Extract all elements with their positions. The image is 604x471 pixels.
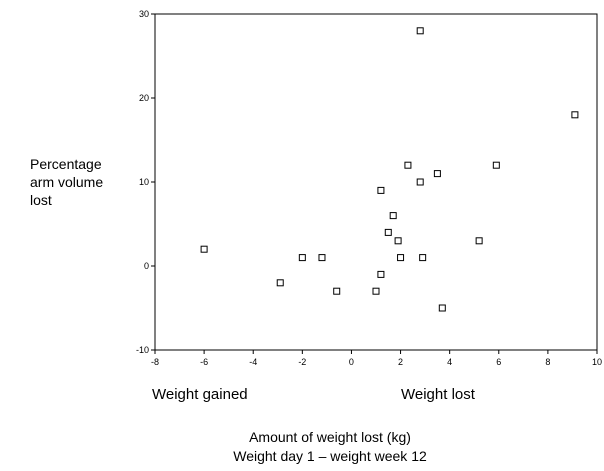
x-tick-label: 6: [496, 357, 501, 367]
data-point: [298, 254, 306, 262]
data-point: [394, 237, 402, 245]
data-point: [475, 237, 483, 245]
x-axis-label-line-2: Weight day 1 – weight week 12: [233, 448, 427, 464]
data-point: [372, 287, 380, 295]
y-tick-label: 20: [139, 93, 149, 103]
data-point: [419, 254, 427, 262]
y-axis-label-line-1: Percentage: [30, 156, 102, 172]
x-tick-label: -6: [200, 357, 208, 367]
x-tick-label: 10: [592, 357, 602, 367]
x-axis-ticks: -8 -6 -4 -2 0 2 4 6 8 10: [151, 350, 602, 367]
data-point: [416, 178, 424, 186]
plot-area: [154, 13, 598, 351]
data-point: [276, 279, 284, 287]
y-axis-label-line-3: lost: [30, 192, 52, 208]
y-tick-label: -10: [136, 345, 149, 355]
x-axis-label: Amount of weight lost (kg) Weight day 1 …: [180, 428, 480, 466]
data-point: [389, 212, 397, 220]
data-point: [416, 27, 424, 35]
x-tick-label: -2: [298, 357, 306, 367]
data-point: [377, 270, 385, 278]
y-axis-ticks: -10 0 10 20 30: [136, 9, 155, 355]
x-axis-label-line-1: Amount of weight lost (kg): [249, 429, 411, 445]
y-tick-label: 30: [139, 9, 149, 19]
data-point: [438, 304, 446, 312]
x-tick-label: 0: [349, 357, 354, 367]
data-point: [318, 254, 326, 262]
x-tick-label: -8: [151, 357, 159, 367]
data-point: [397, 254, 405, 262]
data-point: [433, 170, 441, 178]
x-tick-label: 2: [398, 357, 403, 367]
data-point: [377, 186, 385, 194]
data-point: [200, 245, 208, 253]
y-axis-label: Percentage arm volume lost: [30, 155, 140, 209]
y-tick-label: 0: [144, 261, 149, 271]
x-tick-label: 8: [545, 357, 550, 367]
weight-gained-label: Weight gained: [152, 386, 248, 403]
y-tick-label: 10: [139, 177, 149, 187]
data-point: [492, 161, 500, 169]
plot-border: [154, 13, 598, 351]
data-point: [404, 161, 412, 169]
x-tick-label: 4: [447, 357, 452, 367]
data-point: [571, 111, 579, 119]
x-tick-label: -4: [249, 357, 257, 367]
data-points: [200, 27, 579, 312]
data-point: [384, 228, 392, 236]
y-axis-label-line-2: arm volume: [30, 174, 104, 190]
data-point: [333, 287, 341, 295]
weight-lost-label: Weight lost: [401, 386, 475, 403]
